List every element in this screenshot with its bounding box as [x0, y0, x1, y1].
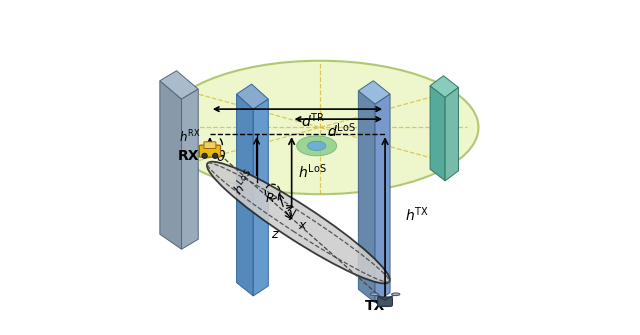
Text: $\theta$: $\theta$ — [216, 149, 227, 164]
Text: $z$: $z$ — [271, 228, 280, 242]
Ellipse shape — [307, 141, 326, 150]
Polygon shape — [445, 87, 458, 181]
Text: $d^{\mathrm{TR}}$: $d^{\mathrm{TR}}$ — [301, 112, 326, 130]
Ellipse shape — [392, 293, 400, 295]
Text: $x$: $x$ — [298, 219, 308, 232]
Polygon shape — [182, 89, 198, 249]
Circle shape — [212, 153, 218, 158]
Text: $y$: $y$ — [288, 208, 298, 222]
Polygon shape — [358, 91, 375, 303]
Ellipse shape — [161, 61, 479, 194]
Polygon shape — [253, 99, 268, 296]
Polygon shape — [237, 94, 253, 296]
Text: $h^{\mathrm{LoS}}$: $h^{\mathrm{LoS}}$ — [230, 167, 260, 198]
Polygon shape — [375, 94, 390, 303]
Ellipse shape — [207, 162, 390, 283]
Text: $d^{\mathrm{LoS}}$: $d^{\mathrm{LoS}}$ — [327, 122, 356, 140]
Text: $h^{\mathrm{RX}}$: $h^{\mathrm{RX}}$ — [179, 129, 201, 145]
FancyBboxPatch shape — [378, 297, 392, 306]
Text: RX: RX — [177, 149, 199, 163]
Polygon shape — [430, 76, 458, 97]
FancyBboxPatch shape — [204, 142, 216, 148]
FancyBboxPatch shape — [199, 145, 221, 157]
Polygon shape — [160, 81, 182, 249]
Polygon shape — [430, 86, 445, 181]
Polygon shape — [160, 71, 198, 99]
Text: $R$: $R$ — [264, 192, 274, 205]
Ellipse shape — [370, 293, 378, 295]
Ellipse shape — [297, 136, 337, 156]
Text: $h^{\mathrm{TX}}$: $h^{\mathrm{TX}}$ — [405, 205, 429, 223]
Text: $h^{\mathrm{LoS}}$: $h^{\mathrm{LoS}}$ — [298, 162, 327, 181]
Circle shape — [202, 153, 207, 158]
Polygon shape — [358, 81, 390, 104]
Polygon shape — [237, 84, 268, 109]
Text: TX: TX — [365, 298, 385, 313]
